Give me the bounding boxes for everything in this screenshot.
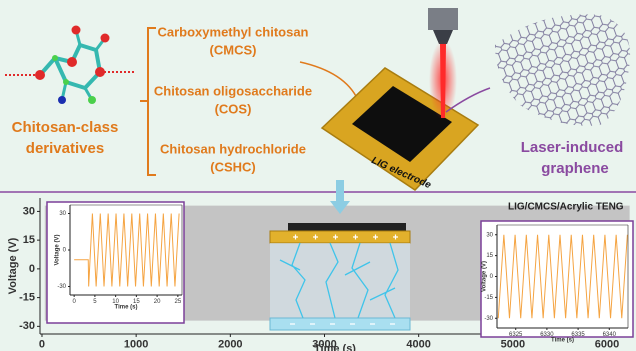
- y-tick-label: 15: [23, 234, 35, 246]
- figure: Chitosan-class derivatives Carboxymethyl…: [0, 0, 636, 351]
- molecule-illustration: [5, 26, 135, 105]
- y-tick-label: -30: [57, 284, 66, 290]
- y-axis-label: Voltage (V): [55, 235, 61, 266]
- derivative-name: Chitosan oligosaccharide: [154, 83, 312, 98]
- derivative-abbr: (CMCS): [210, 42, 257, 57]
- x-tick-label: 6000: [595, 339, 619, 351]
- x-tick-label: 4000: [406, 339, 430, 351]
- x-axis-label: Time (s): [551, 338, 574, 344]
- y-axis-label: Voltage (V): [482, 261, 488, 292]
- derivative-name: Carboxymethyl chitosan: [158, 24, 309, 39]
- legend-label: LIG/CMCS/Acrylic TENG: [508, 202, 624, 213]
- x-tick-label: 6325: [509, 332, 523, 338]
- derivatives-label: derivatives: [26, 140, 104, 157]
- y-tick-label: 0: [29, 263, 35, 275]
- y-tick-label: -15: [19, 292, 35, 304]
- y-tick-label: 30: [486, 232, 493, 238]
- product-label: Laser-induced: [521, 139, 624, 156]
- x-tick-label: 25: [175, 299, 182, 305]
- bracket: [140, 28, 156, 175]
- teng-illustration: [270, 223, 410, 330]
- y-tick-label: 30: [23, 205, 35, 217]
- arrow: [336, 180, 344, 202]
- y-tick-label: 15: [486, 253, 493, 259]
- x-tick-label: 6340: [603, 332, 617, 338]
- graphene-illustration: [495, 14, 630, 125]
- page: { "diagram": { "derivatives_label": ["Ch…: [0, 0, 636, 351]
- y-tick-label: -15: [484, 295, 493, 301]
- product-label: graphene: [541, 160, 609, 177]
- y-tick-label: -30: [19, 320, 35, 332]
- laser-beam: [440, 44, 446, 118]
- y-tick-label: 30: [59, 211, 66, 217]
- derivatives-label: Chitosan-class: [12, 119, 119, 136]
- y-axis-label: Voltage (V): [7, 237, 19, 294]
- x-tick-label: 2000: [218, 339, 242, 351]
- x-tick-label: 0: [39, 339, 45, 351]
- x-axis-label: Time (s): [314, 343, 356, 351]
- x-tick-label: 1000: [124, 339, 148, 351]
- derivative-name: Chitosan hydrochloride: [160, 141, 306, 156]
- x-tick-label: 20: [154, 299, 161, 305]
- y-tick-label: -30: [484, 316, 493, 322]
- derivative-abbr: (CSHC): [210, 159, 256, 174]
- laser-head: [428, 8, 458, 30]
- x-tick-label: 5000: [501, 339, 525, 351]
- derivative-abbr: (COS): [215, 101, 252, 116]
- x-axis-label: Time (s): [115, 305, 138, 311]
